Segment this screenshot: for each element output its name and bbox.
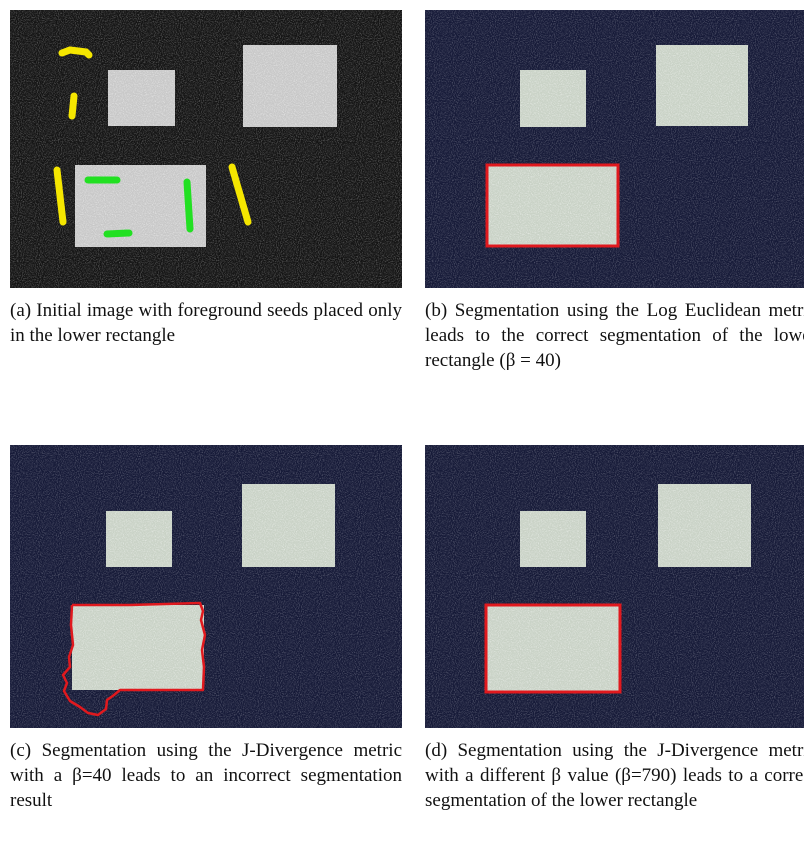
caption: (b) Segmentation using the Log Euclidean… xyxy=(425,298,804,373)
image-c xyxy=(10,445,402,728)
caption-box: (c) Segmentation using the J-Divergence … xyxy=(10,738,402,848)
page: (a) Initial image with foreground seeds … xyxy=(0,0,804,859)
caption-box: (d) Segmentation using the J-Divergence … xyxy=(425,738,804,848)
image-b xyxy=(425,10,804,288)
caption: (c) Segmentation using the J-Divergence … xyxy=(10,738,402,813)
caption: (a) Initial image with foreground seeds … xyxy=(10,298,402,348)
caption-box: (a) Initial image with foreground seeds … xyxy=(10,298,402,398)
caption: (d) Segmentation using the J-Divergence … xyxy=(425,738,804,813)
image-a xyxy=(10,10,402,288)
caption-box: (b) Segmentation using the Log Euclidean… xyxy=(425,298,804,398)
image-d xyxy=(425,445,804,728)
